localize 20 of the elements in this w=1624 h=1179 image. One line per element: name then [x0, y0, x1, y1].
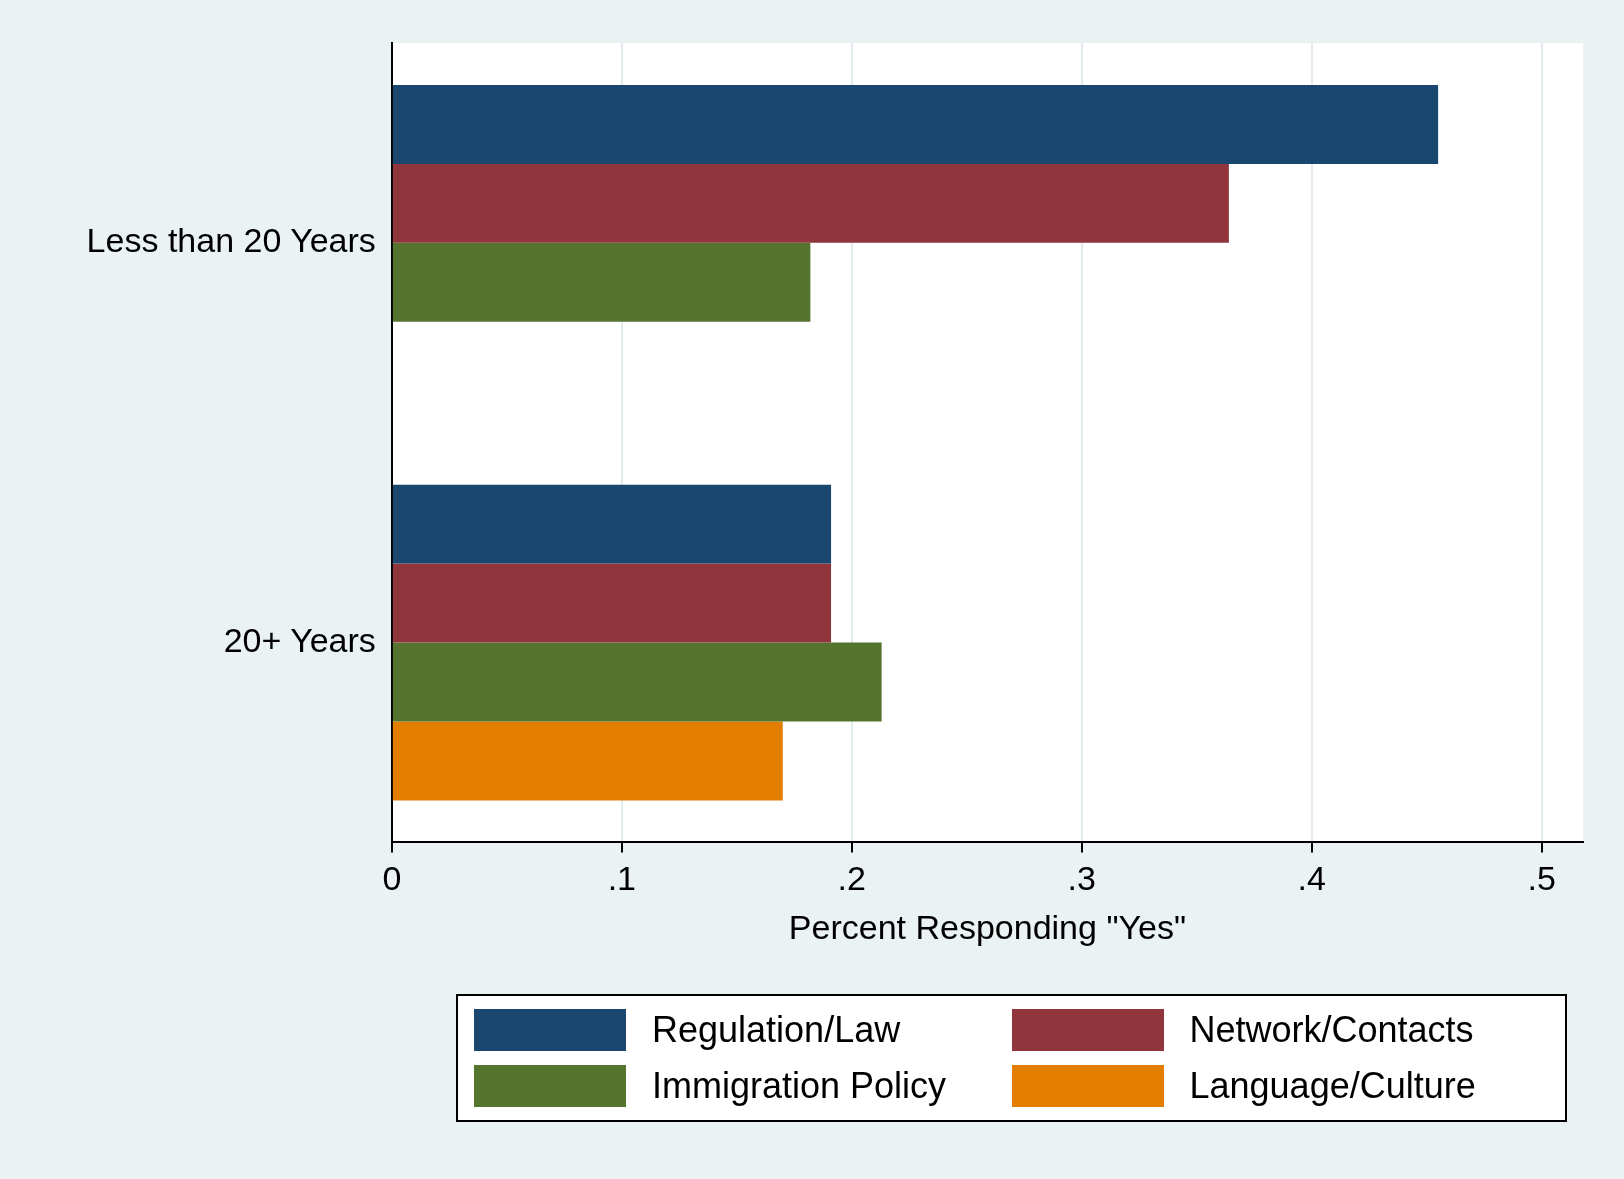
x-tick-label: .3	[1067, 859, 1096, 898]
x-tick-label: .2	[837, 859, 866, 898]
y-tick-label: 20+ Years	[223, 620, 376, 659]
legend-label: Immigration Policy	[652, 1065, 947, 1107]
bar	[392, 163, 1229, 243]
bar	[392, 84, 1439, 164]
x-axis-title: Percent Responding "Yes"	[788, 907, 1186, 946]
legend-label: Network/Contacts	[1189, 1009, 1474, 1051]
bar	[392, 484, 832, 564]
bar	[392, 563, 832, 643]
x-tick-label: .5	[1527, 859, 1556, 898]
bar	[392, 642, 882, 722]
x-tick-label: .4	[1297, 859, 1326, 898]
y-tick-label: Less than 20 Years	[86, 221, 376, 260]
x-tick-label: 0	[382, 859, 402, 898]
legend-label: Regulation/Law	[652, 1009, 901, 1051]
legend-label: Language/Culture	[1189, 1065, 1476, 1107]
bar	[392, 242, 811, 322]
x-tick-label: .1	[607, 859, 636, 898]
bar	[392, 721, 783, 801]
